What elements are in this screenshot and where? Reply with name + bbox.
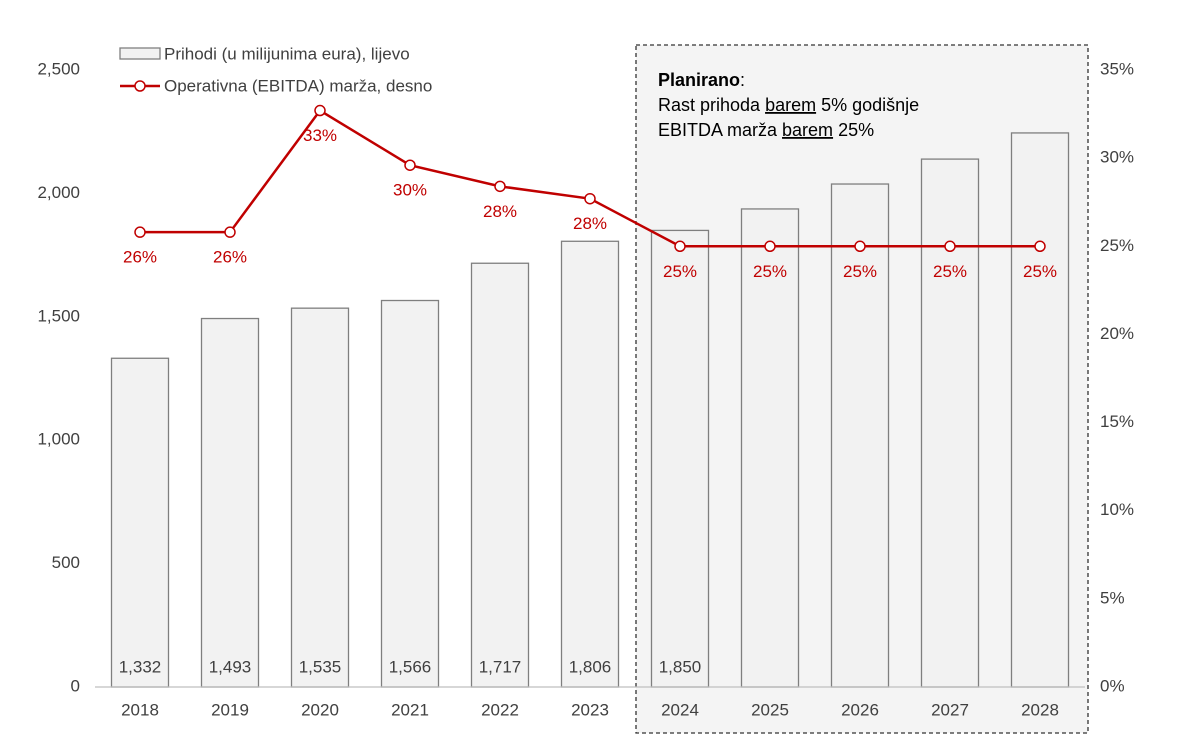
bar: [560, 240, 620, 688]
x-tick-label: 2024: [661, 700, 699, 719]
line-value-label: 25%: [1023, 262, 1057, 281]
line-value-label: 26%: [123, 248, 157, 267]
legend-label: Operativna (EBITDA) marža, desno: [164, 76, 432, 95]
x-tick-label: 2019: [211, 700, 249, 719]
line-marker: [1034, 240, 1046, 253]
bar-value-label: 1,850: [659, 657, 702, 676]
line-marker: [944, 240, 956, 253]
legend-swatch: [119, 47, 161, 60]
x-tick-label: 2025: [751, 700, 789, 719]
line-value-label: 25%: [663, 262, 697, 281]
line-marker: [404, 159, 416, 171]
x-tick-label: 2018: [121, 700, 159, 719]
line-value-label: 28%: [483, 202, 517, 221]
bar: [290, 307, 350, 688]
x-tick-label: 2028: [1021, 700, 1059, 719]
line-value-label: 25%: [933, 262, 967, 281]
line-value-label: 25%: [843, 262, 877, 281]
y-tick-label: 1,500: [37, 306, 80, 325]
line-value-label: 30%: [393, 181, 427, 200]
bar: [200, 317, 260, 688]
bar: [110, 357, 170, 688]
y-tick-label: 0: [71, 676, 80, 695]
bar-value-label: 1,535: [299, 657, 342, 676]
bar: [830, 183, 890, 688]
y2-tick-label: 15%: [1100, 412, 1134, 431]
legend-swatch: [134, 80, 146, 92]
line-marker: [674, 240, 686, 253]
y2-tick-label: 20%: [1100, 324, 1134, 343]
annotation-heading-suffix: :: [740, 70, 745, 90]
x-tick-label: 2021: [391, 700, 429, 719]
bar-value-label: 1,566: [389, 657, 432, 676]
bar: [380, 299, 440, 688]
y2-tick-label: 5%: [1100, 588, 1125, 607]
y-tick-label: 1,000: [37, 430, 80, 449]
line-marker: [854, 240, 866, 253]
annotation-line: Rast prihoda barem 5% godišnje: [658, 95, 919, 115]
line-value-label: 33%: [303, 126, 337, 145]
annotation-text: EBITDA marža: [658, 120, 782, 140]
x-tick-label: 2027: [931, 700, 969, 719]
bar: [740, 208, 800, 688]
x-tick-label: 2022: [481, 700, 519, 719]
annotation-text: barem: [782, 120, 833, 140]
bar-value-label: 1,806: [569, 657, 612, 676]
annotation-text: barem: [765, 95, 816, 115]
bar-value-label: 1,717: [479, 657, 522, 676]
line-value-label: 28%: [573, 214, 607, 233]
y-tick-label: 2,500: [37, 59, 80, 78]
y2-tick-label: 25%: [1100, 236, 1134, 255]
annotation-heading-bold: Planirano: [658, 70, 740, 90]
line-marker: [314, 104, 326, 117]
x-tick-label: 2020: [301, 700, 339, 719]
y2-tick-label: 10%: [1100, 500, 1134, 519]
line-marker: [764, 240, 776, 253]
line-marker: [494, 180, 506, 193]
bar-value-label: 1,332: [119, 657, 162, 676]
y-tick-label: 500: [52, 553, 80, 572]
x-tick-label: 2023: [571, 700, 609, 719]
bar: [1010, 132, 1070, 688]
annotation-heading: Planirano:: [658, 70, 745, 90]
annotation-text: 25%: [833, 120, 874, 140]
line-value-label: 25%: [753, 262, 787, 281]
line-marker: [134, 226, 146, 238]
annotation-text: 5% godišnje: [816, 95, 919, 115]
annotation-line: EBITDA marža barem 25%: [658, 120, 874, 140]
line-marker: [224, 226, 236, 238]
bar: [470, 262, 530, 688]
x-tick-label: 2026: [841, 700, 879, 719]
annotation-text: Rast prihoda: [658, 95, 765, 115]
line-value-label: 26%: [213, 248, 247, 267]
line-marker: [584, 192, 596, 205]
y2-tick-label: 30%: [1100, 148, 1134, 167]
y2-tick-label: 0%: [1100, 676, 1125, 695]
bar: [650, 229, 710, 688]
y-tick-label: 2,000: [37, 183, 80, 202]
bar: [920, 158, 980, 688]
bar-value-label: 1,493: [209, 657, 252, 676]
legend-label: Prihodi (u milijunima eura), lijevo: [164, 44, 410, 63]
y2-tick-label: 35%: [1100, 59, 1134, 78]
